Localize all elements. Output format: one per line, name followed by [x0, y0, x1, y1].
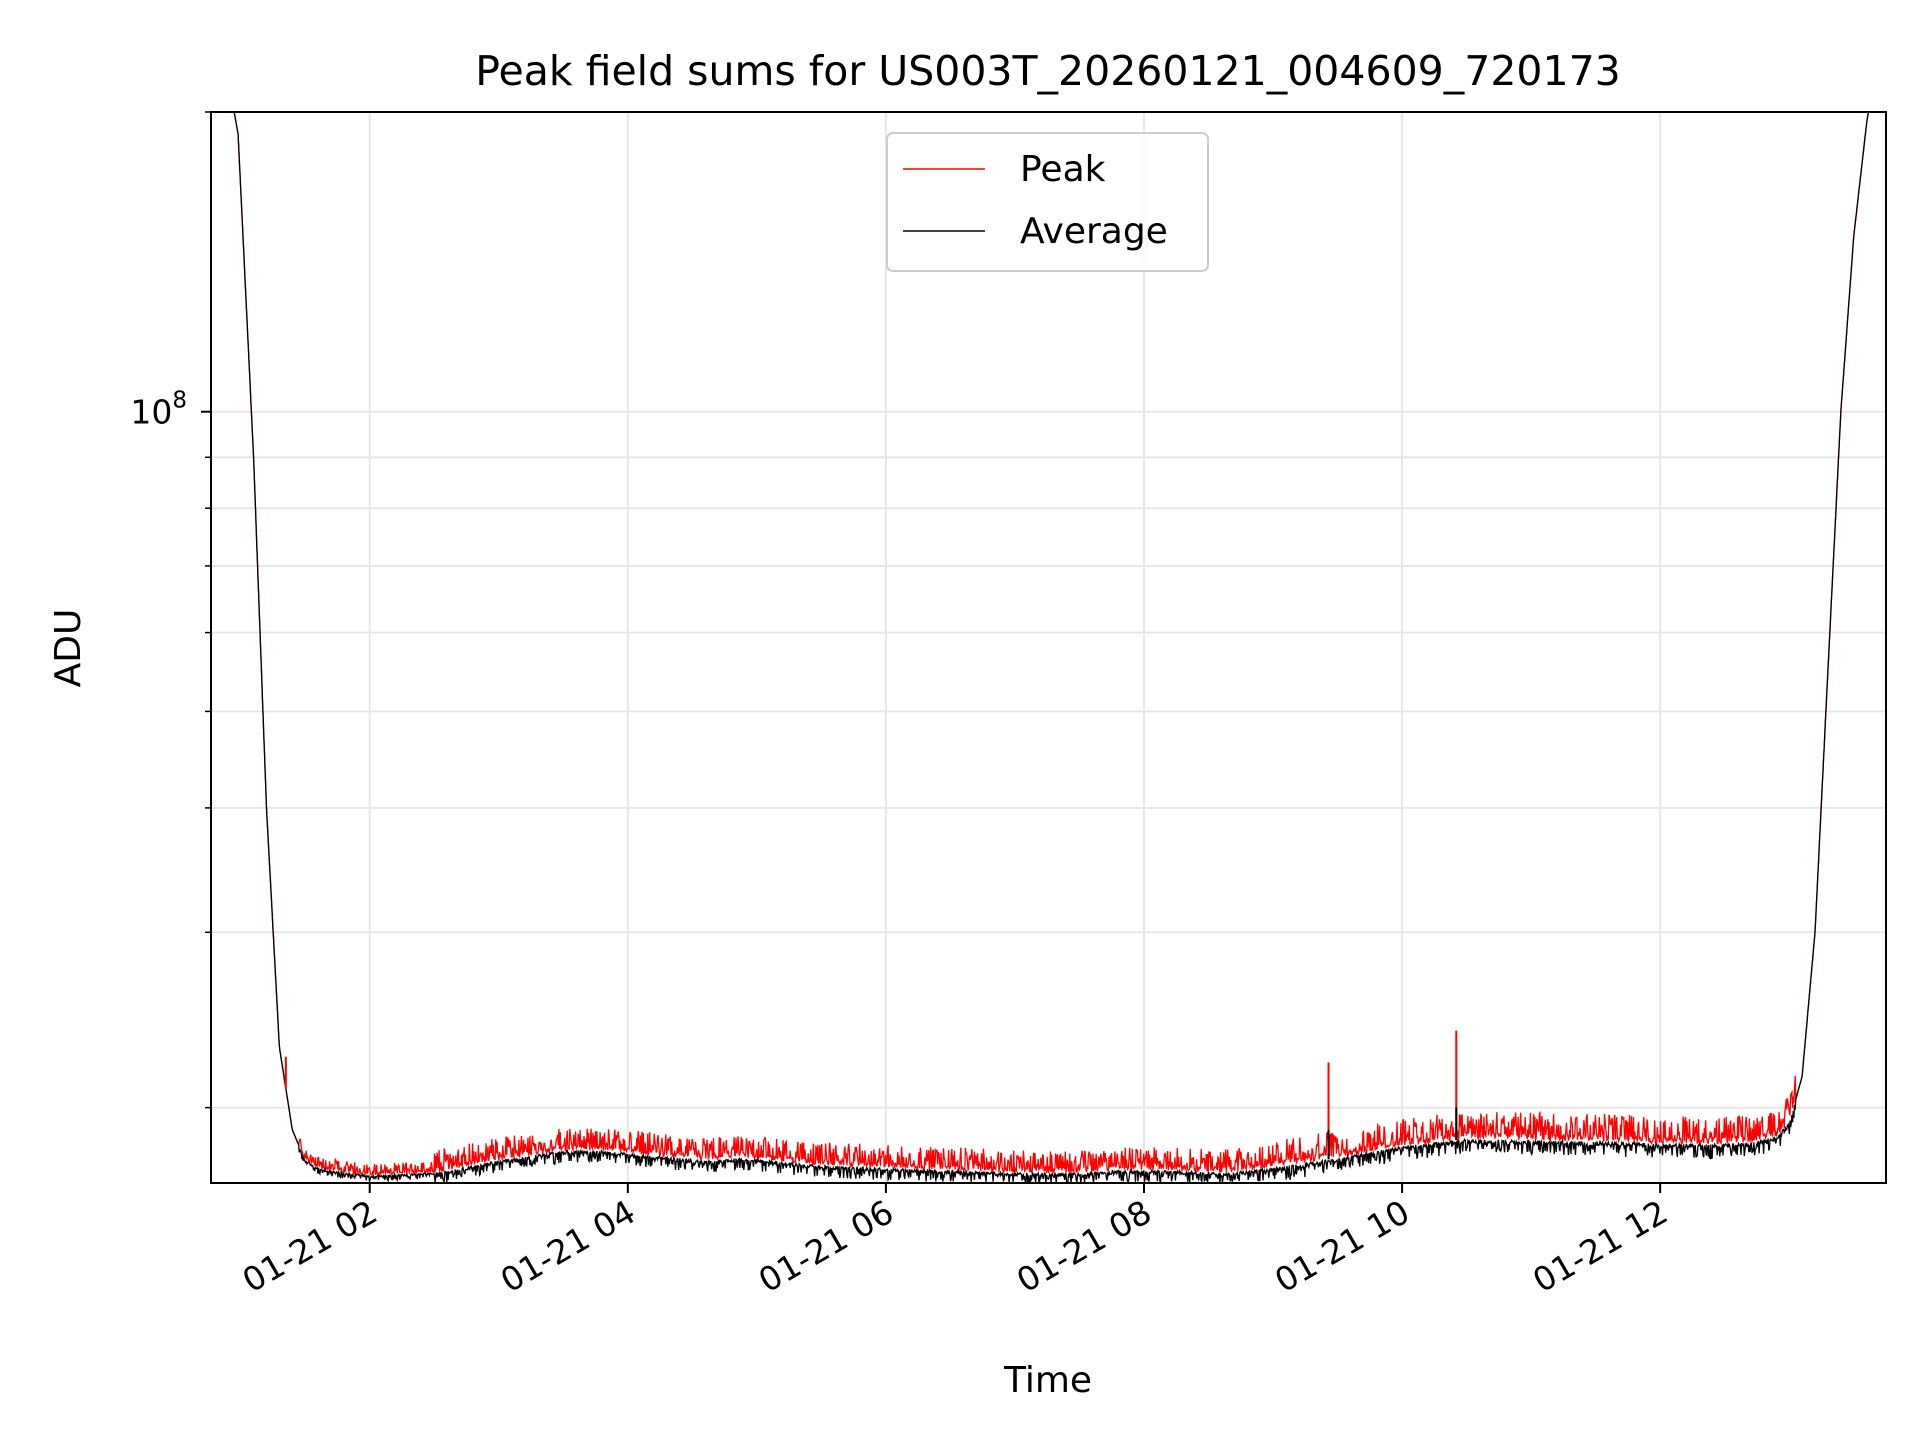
legend-label-average: Average	[1020, 211, 1168, 252]
y-tick-label: 108	[130, 388, 187, 432]
y-axis-label: ADU	[48, 609, 89, 688]
legend-label-peak: Peak	[1020, 149, 1106, 190]
chart-title: Peak field sums for US003T_20260121_0046…	[475, 47, 1621, 95]
series-average-line	[211, 112, 1886, 1183]
data-layer	[211, 112, 1886, 1183]
legend-box	[886, 132, 1209, 272]
x-axis-label: Time	[1003, 1360, 1092, 1401]
legend: Peak Average	[886, 132, 1209, 272]
series-peak-line	[211, 112, 1886, 1177]
plot-frame	[210, 111, 1887, 1184]
